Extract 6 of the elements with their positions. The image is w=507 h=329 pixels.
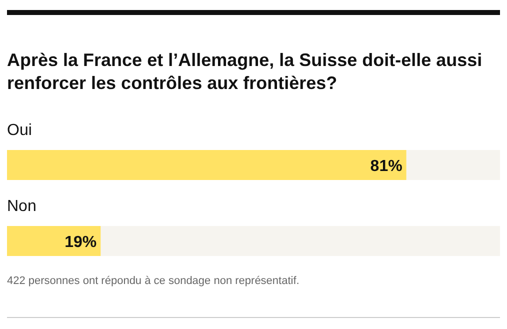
data-label: 19% [64,234,97,251]
chart-title: Après la France et l’Allemagne, la Suisse doit-elle aussi renforcer les contrôles aux frontières? [7,50,482,93]
y-tick-label: Oui [7,122,32,139]
text: 422 personnes ont répondu à ce sondage non représentatif. [7,275,300,287]
data-label: 81% [370,158,402,175]
y-tick-label: Non [7,198,36,215]
